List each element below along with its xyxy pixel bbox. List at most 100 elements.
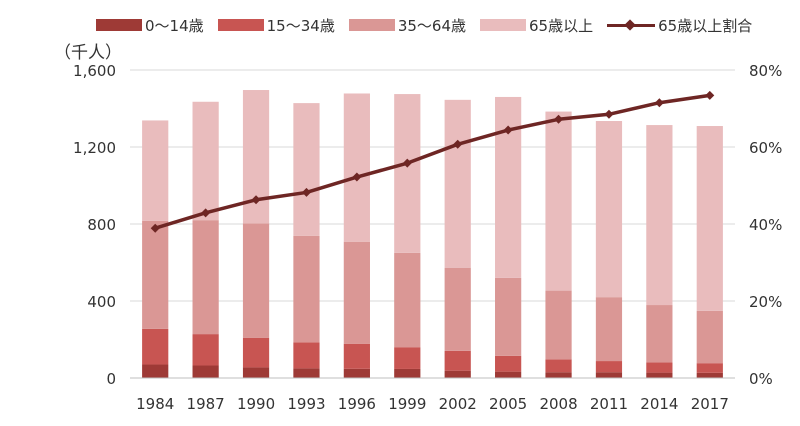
legend-label-age-35-64: 35～64歳 xyxy=(397,16,467,35)
legend-swatch-age-15-34 xyxy=(217,19,264,31)
bar-segment xyxy=(595,297,623,362)
bar-segment xyxy=(394,252,421,348)
legend-item-age-0-14: 0～14歳 xyxy=(96,15,204,36)
bar-segment xyxy=(192,334,219,366)
x-tick-label: 1984 xyxy=(136,395,174,413)
x-tick-label: 2005 xyxy=(489,395,527,413)
bar-segment xyxy=(545,290,572,360)
legend-label-age-65-plus: 65歳以上 xyxy=(529,16,594,35)
bar-segment xyxy=(444,350,471,371)
x-tick-label: 1987 xyxy=(187,395,225,413)
share-65-plus-marker xyxy=(402,158,412,168)
x-tick-label: 2008 xyxy=(539,395,577,413)
bar-segment xyxy=(293,342,320,369)
legend: 0～14歳 15～34歳 35～64歳 65歳以上 65歳以上割合 xyxy=(96,14,766,36)
x-tick-label: 1990 xyxy=(237,395,275,413)
bar-segment xyxy=(595,121,623,298)
legend-item-age-35-64: 35～64歳 xyxy=(348,15,467,36)
x-tick-label: 2002 xyxy=(439,395,477,413)
bar-segment xyxy=(646,372,673,378)
bar-segment xyxy=(343,241,370,344)
bar-segment xyxy=(495,371,522,378)
bar-segment xyxy=(595,372,623,378)
bar-segment xyxy=(293,235,320,343)
legend-label-age-0-14: 0～14歳 xyxy=(145,16,204,35)
bar-segment xyxy=(646,125,673,306)
y-left-tick-label: 1,600 xyxy=(73,62,116,80)
x-tick-label: 2014 xyxy=(640,395,678,413)
bar-segment xyxy=(343,93,370,242)
share-65-plus-marker xyxy=(301,187,311,197)
bar-segment xyxy=(444,370,471,378)
bar-segment xyxy=(242,337,270,368)
y-right-tick-label: 0% xyxy=(749,370,773,388)
bar-segment xyxy=(696,363,723,373)
bar-segment xyxy=(696,126,723,311)
bar-segment xyxy=(545,372,572,378)
x-tick-label: 1993 xyxy=(287,395,325,413)
bar-segment xyxy=(343,368,370,378)
bar-segment xyxy=(495,355,522,372)
bar-segment xyxy=(293,103,320,236)
bar-segment xyxy=(192,101,219,221)
bar-segment xyxy=(545,111,572,291)
legend-line-swatch xyxy=(607,19,656,31)
y-left-tick-label: 1,200 xyxy=(73,139,116,157)
bar-segment xyxy=(242,223,270,338)
bar-segment xyxy=(142,120,169,221)
bar-segment xyxy=(444,267,471,351)
share-65-plus-marker xyxy=(604,109,614,119)
y-left-tick-label: 0 xyxy=(106,370,116,388)
bar-segment xyxy=(444,99,471,268)
share-65-plus-marker xyxy=(251,195,261,205)
bar-segment xyxy=(646,362,673,373)
x-tick-label: 1999 xyxy=(388,395,426,413)
y-left-tick-label: 800 xyxy=(87,216,116,234)
x-tick-label: 2011 xyxy=(590,395,628,413)
share-65-plus-marker xyxy=(201,208,211,218)
share-65-plus-marker xyxy=(453,139,463,149)
legend-label-age-15-34: 15～34歳 xyxy=(266,16,335,35)
bar-segment xyxy=(595,361,623,373)
y-axis-unit-label: （千人） xyxy=(54,43,122,63)
x-tick-label: 1996 xyxy=(338,395,376,413)
legend-label-share-65-plus: 65歳以上割合 xyxy=(658,16,753,35)
bar-segment xyxy=(293,368,320,378)
bar-segment xyxy=(394,347,421,369)
bar-segment xyxy=(545,359,572,373)
legend-item-age-15-34: 15～34歳 xyxy=(217,15,335,36)
bar-segment xyxy=(495,277,522,356)
bar-segment xyxy=(343,343,370,369)
share-65-plus-marker xyxy=(705,90,715,100)
y-left-tick-label: 400 xyxy=(87,293,116,311)
bar-segment xyxy=(394,94,421,253)
y-right-tick-label: 80% xyxy=(749,62,782,80)
bar-segment xyxy=(495,96,522,278)
legend-item-share-65-plus: 65歳以上割合 xyxy=(607,15,752,36)
share-65-plus-marker xyxy=(503,125,513,135)
bar-segment xyxy=(242,367,270,378)
legend-item-age-65-plus: 65歳以上 xyxy=(480,15,593,36)
bar-segment xyxy=(192,365,219,378)
legend-swatch-age-0-14 xyxy=(96,19,142,31)
share-65-plus-line xyxy=(153,93,712,230)
bar-segment xyxy=(696,310,723,364)
share-65-plus-marker xyxy=(150,223,160,233)
bar-segment xyxy=(394,368,421,378)
share-65-plus-marker xyxy=(654,98,664,108)
bar-segment xyxy=(142,364,169,378)
legend-swatch-age-65-plus xyxy=(480,19,527,31)
bar-segment xyxy=(142,328,169,365)
legend-swatch-age-35-64 xyxy=(348,19,395,31)
y-right-tick-label: 40% xyxy=(749,216,782,234)
bar-segment xyxy=(192,220,219,335)
bar-segment xyxy=(142,220,169,329)
x-tick-label: 2017 xyxy=(691,395,729,413)
share-65-plus-marker xyxy=(352,172,362,182)
y-right-tick-label: 20% xyxy=(749,293,782,311)
y-right-tick-label: 60% xyxy=(749,139,782,157)
bar-segment xyxy=(646,305,673,363)
share-65-plus-marker xyxy=(554,114,564,124)
bar-segment xyxy=(696,372,723,378)
